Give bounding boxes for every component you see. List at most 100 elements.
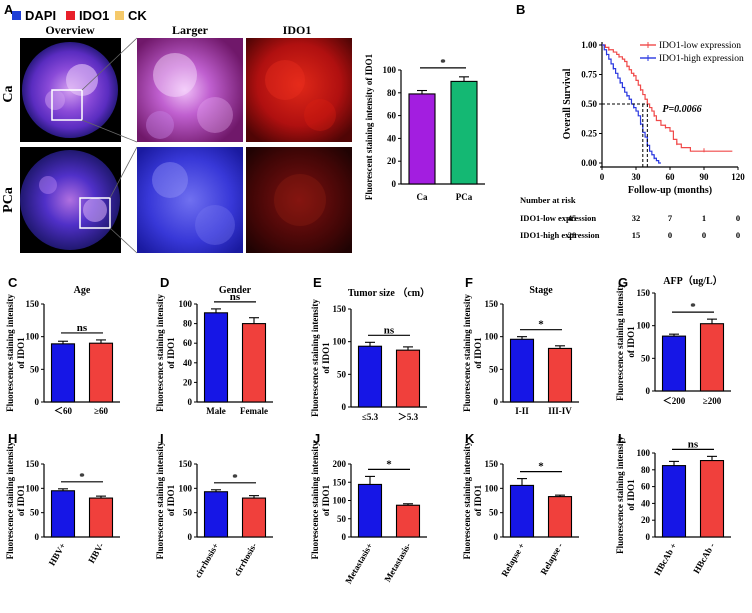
legend-label-ck: CK: [128, 8, 147, 23]
chart-a_bar-y-tick-label: 40: [387, 133, 397, 143]
chart-a_bar-x-tick-label: PCa: [456, 192, 473, 202]
chart-c-title: Age: [74, 285, 91, 296]
km-curve-high: [602, 44, 661, 164]
row-label-ca: Ca: [1, 85, 16, 102]
chart-d-bar: [203, 312, 229, 403]
risk-row-value: 28: [568, 230, 577, 240]
chart-j-x-tick-label: Metastasis+: [343, 541, 374, 586]
chart-l-y-tick-label: 80: [641, 465, 651, 475]
micrograph-larger-pca: [137, 147, 243, 253]
chart-d-y-tick-label: 100: [179, 299, 193, 309]
km-y-tick-label: 1.00: [581, 40, 597, 50]
chart-j-significance-label: *: [386, 458, 392, 470]
legend-swatch-ck: [115, 11, 124, 20]
chart-d-y-tick-label: 20: [183, 377, 193, 387]
chart-a_bar-y-label: Fluorescent staining intensity of IDO1: [364, 53, 374, 200]
chart-f-bar: [509, 338, 535, 403]
risk-row-value: 0: [736, 230, 740, 240]
chart-k-y-label: Fluorescence staining intensityof IDO1: [462, 441, 483, 559]
chart-i-significance-label: *: [232, 472, 238, 484]
chart-g-bar: [699, 323, 725, 392]
chart-a_bar-significance-label: *: [440, 57, 446, 69]
chart-h-x-tick-label: HBV-: [86, 541, 106, 565]
panel-a-channel-legend: DAPI IDO1 CK: [12, 8, 147, 23]
panel-label-i: I: [160, 431, 164, 446]
chart-h-y-tick-label: 50: [30, 508, 40, 518]
chart-i-y-tick-label: 0: [188, 532, 193, 542]
chart-h-y-tick-label: 0: [35, 532, 40, 542]
risk-row-value: 7: [668, 213, 673, 223]
risk-row-value: 0: [702, 230, 706, 240]
chart-l-y-label: Fluorescence staining intensityof IDO1: [615, 436, 636, 554]
risk-row-label: IDO1-high expression: [520, 230, 600, 240]
chart-e-y-label: Fluorescence staining intensityof IDO1: [310, 299, 331, 417]
km-p-value: P=0.0066: [662, 104, 701, 115]
chart-e-x-tick-label: ≤5.3: [362, 412, 379, 422]
chart-j-x-tick-label: Metastasis-: [382, 541, 412, 584]
chart-d-significance-label: ns: [230, 291, 241, 303]
panel-label-b: B: [516, 2, 525, 17]
chart-h-bar: [50, 490, 76, 538]
row-label-pca: PCa: [1, 187, 16, 213]
micrograph-ido1-pca: [246, 147, 352, 253]
zoom-box-overview-pca: [79, 197, 111, 229]
chart-e-y-tick-label: 50: [337, 369, 347, 379]
chart-e-y-tick-label: 0: [342, 402, 347, 412]
chart-a_bar-y-tick-label: 20: [387, 156, 397, 166]
chart-a_bar-y-tick-label: 100: [383, 65, 397, 75]
chart-l-x-tick-label: HBcAb -: [691, 541, 717, 575]
panel-label-e: E: [313, 275, 322, 290]
legend-swatch-dapi: [12, 11, 21, 20]
chart-k-x-tick-label: Relapse -: [538, 541, 564, 577]
panel-label-a: A: [4, 2, 14, 17]
chart-e-y-tick-label: 100: [333, 337, 347, 347]
chart-d-y-tick-label: 60: [183, 338, 193, 348]
chart-d-title: Gender: [219, 285, 252, 296]
chart-c-x-tick-label: ＜60: [54, 406, 73, 416]
chart-a_bar-x-tick-label: Ca: [417, 192, 428, 202]
chart-d-x-tick-label: Female: [240, 406, 268, 416]
chart-g-y-tick-label: 100: [637, 321, 651, 331]
chart-l-y-tick-label: 100: [637, 448, 651, 458]
chart-h-significance-label: *: [79, 471, 85, 483]
chart-f-title: Stage: [529, 285, 553, 296]
chart-j-y-tick-label: 200: [333, 459, 347, 469]
chart-d-y-tick-label: 40: [183, 358, 193, 368]
column-title-ido1: IDO1: [283, 23, 312, 37]
km-x-tick-label: 90: [700, 172, 710, 182]
chart-e-y-tick-label: 150: [333, 304, 347, 314]
chart-g-bar: [661, 335, 687, 392]
km-x-tick-label: 30: [632, 172, 642, 182]
zoom-box-overview-ca: [51, 89, 83, 121]
chart-i-y-tick-label: 150: [179, 459, 193, 469]
chart-l-y-tick-label: 40: [641, 498, 651, 508]
chart-i-x-tick-label: cirrhosis+: [193, 541, 221, 579]
chart-c-y-tick-label: 150: [26, 299, 40, 309]
chart-c-y-tick-label: 50: [30, 364, 40, 374]
chart-i-x-tick-label: cirrhosis-: [232, 541, 259, 578]
km-x-tick-label: 120: [731, 172, 745, 182]
chart-g-y-tick-label: 0: [646, 386, 651, 396]
chart-e-title: Tumor size （cm）: [348, 286, 430, 299]
chart-c-x-tick-label: ≥60: [94, 406, 108, 416]
risk-row-value: 32: [632, 213, 641, 223]
chart-a_bar-bar: [450, 80, 478, 185]
risk-row-value: 45: [568, 213, 577, 223]
chart-f-x-tick-label: I-II: [515, 406, 529, 416]
chart-l-bar: [661, 465, 687, 538]
panel-label-c: C: [8, 275, 18, 290]
km-legend-label: IDO1-low expression: [659, 41, 741, 51]
chart-f-y-tick-label: 50: [489, 364, 499, 374]
chart-f-y-label: Fluorescence staining intensityof IDO1: [462, 294, 483, 412]
chart-a_bar-y-tick-label: 80: [387, 88, 397, 98]
risk-row-label: IDO1-low expression: [520, 213, 596, 223]
chart-e-bar: [357, 345, 383, 408]
chart-k-x-tick-label: Relapse +: [499, 541, 526, 578]
chart-d-y-label: Fluorescence staining intensityof IDO1: [155, 294, 176, 412]
chart-k-significance-label: *: [538, 461, 544, 473]
chart-f-y-tick-label: 0: [494, 397, 499, 407]
chart-l-y-tick-label: 60: [641, 482, 651, 492]
chart-j-bar: [395, 504, 421, 538]
chart-f-bar: [547, 347, 573, 403]
